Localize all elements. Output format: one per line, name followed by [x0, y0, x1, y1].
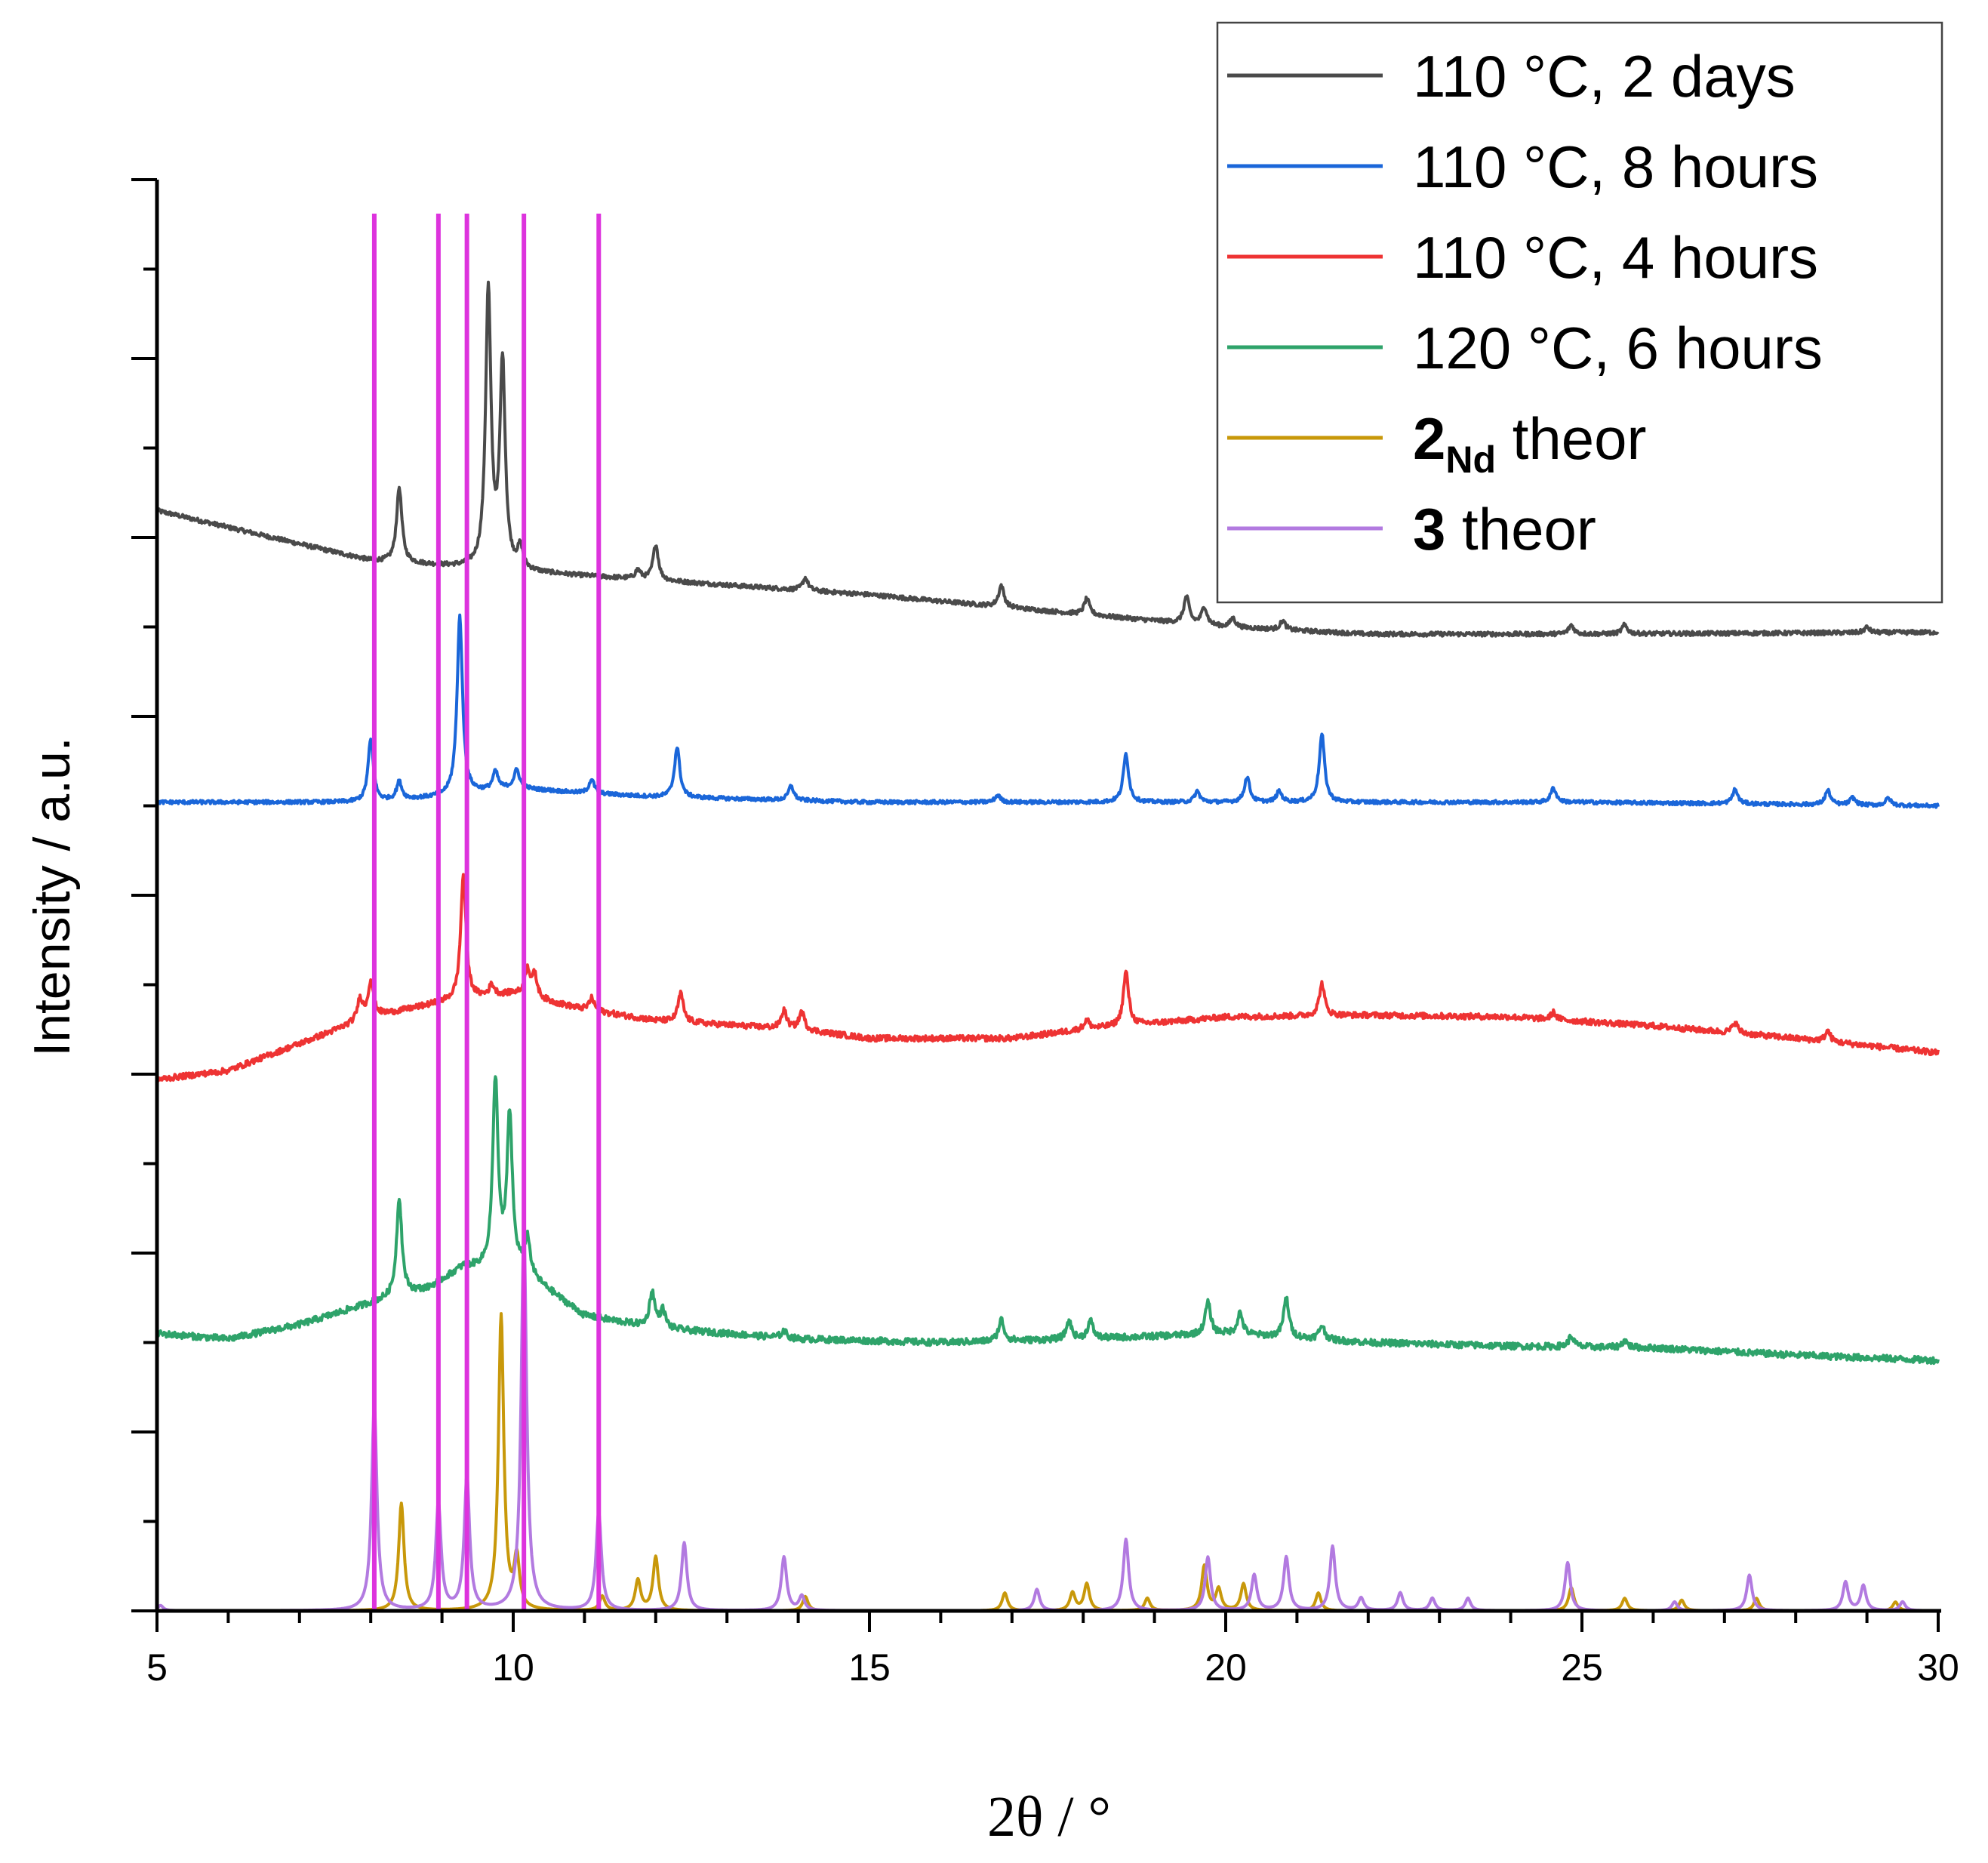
reference-lines [371, 214, 602, 1611]
series-line-110-c-8-hours [155, 613, 1940, 809]
y-axis-title: Intensity / a.u. [23, 737, 81, 1056]
x-tick-label: 5 [146, 1646, 168, 1689]
series-line-3-theor [155, 1224, 1940, 1612]
legend-label: 110 °C, 2 days [1413, 43, 1796, 109]
x-ticks: 5 10 15 20 25 30 [146, 1611, 1959, 1689]
legend-label: 3 theor [1413, 496, 1596, 562]
x-tick-label: 25 [1561, 1646, 1603, 1689]
x-axis-title: 2θ / ° [987, 1785, 1111, 1849]
legend-box [1216, 21, 1943, 604]
legend: 110 °C, 2 days 110 °C, 8 hours 110 °C, 4 h… [1216, 21, 1943, 604]
x-tick-label: 30 [1917, 1646, 1959, 1689]
y-ticks [131, 178, 157, 1612]
x-tick-label: 15 [848, 1646, 891, 1689]
series-line-2nd-theor [155, 1312, 1940, 1612]
series-line-120-c-6-hours [155, 1075, 1940, 1366]
legend-items: 110 °C, 2 days 110 °C, 8 hours 110 °C, 4 h… [1227, 43, 1823, 562]
series-line-110-c-4-hours [155, 873, 1940, 1083]
legend-label: 110 °C, 8 hours [1413, 134, 1818, 200]
legend-label: 2Nd theor [1413, 405, 1647, 481]
series-line-110-c-2-days [155, 280, 1940, 638]
x-tick-label: 10 [492, 1646, 534, 1689]
x-tick-label: 20 [1205, 1646, 1247, 1689]
legend-label: 110 °C, 4 hours [1413, 224, 1818, 291]
legend-label: 120 °C, 6 hours [1413, 315, 1823, 381]
